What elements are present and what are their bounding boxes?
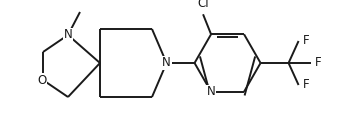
Text: O: O xyxy=(37,73,46,87)
Text: N: N xyxy=(207,85,215,98)
Text: Cl: Cl xyxy=(197,0,209,10)
Text: N: N xyxy=(162,56,171,70)
Text: F: F xyxy=(303,35,309,48)
Text: N: N xyxy=(64,28,73,41)
Text: F: F xyxy=(315,56,321,70)
Text: F: F xyxy=(303,78,309,91)
